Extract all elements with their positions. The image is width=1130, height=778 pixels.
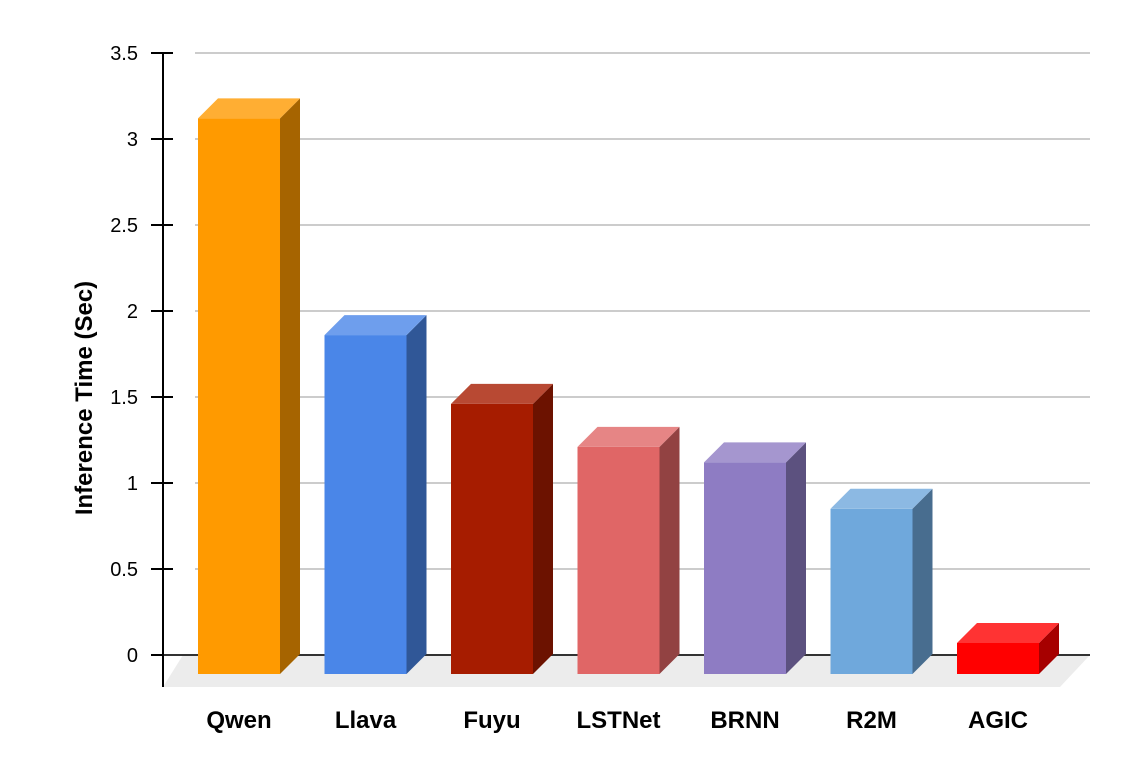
y-tick-label: 2.5 — [110, 215, 138, 237]
y-tick-label: 1.5 — [110, 387, 138, 409]
y-axis-label: Inference Time (Sec) — [71, 281, 98, 515]
bar-front — [830, 508, 913, 674]
y-tick-labels: 0 0.5 1 1.5 2 2.5 3 3.5 — [110, 43, 138, 667]
bar-top — [451, 383, 553, 404]
bar-side — [406, 315, 427, 674]
bar-side — [533, 383, 553, 674]
y-tick-label: 0.5 — [110, 559, 138, 581]
x-tick-label: BRNN — [710, 707, 779, 734]
bar-side — [786, 442, 806, 674]
bar-front — [198, 118, 280, 675]
bar-front — [957, 642, 1039, 674]
bar-side — [280, 98, 300, 675]
bar-agic — [957, 622, 1059, 674]
x-tick-label: Qwen — [206, 707, 271, 734]
bar-llava — [324, 315, 427, 674]
axes — [151, 52, 1090, 687]
bar-qwen — [198, 98, 300, 675]
bar-side — [912, 488, 933, 674]
bar-front — [704, 462, 786, 674]
bar-top — [957, 622, 1059, 643]
bar-brnn — [704, 442, 806, 674]
bar-side — [659, 426, 680, 674]
bar-top — [830, 488, 933, 509]
x-tick-label: LSTNet — [577, 707, 661, 734]
x-tick-labels: Qwen Llava Fuyu LSTNet BRNN R2M AGIC — [206, 707, 1028, 734]
bar-top — [324, 315, 427, 336]
x-tick-label: R2M — [846, 707, 897, 734]
bar-top — [704, 442, 806, 463]
y-tick-label: 3 — [127, 129, 138, 151]
y-tick-label: 0 — [127, 645, 138, 667]
y-tick-label: 3.5 — [110, 43, 138, 65]
x-tick-label: Llava — [335, 707, 397, 734]
bars — [198, 98, 1059, 675]
x-tick-label: AGIC — [968, 707, 1028, 734]
x-tick-label: Fuyu — [463, 707, 520, 734]
bar-front — [451, 403, 533, 674]
bar-fuyu — [451, 383, 553, 674]
bar-top — [577, 426, 680, 447]
y-tick-label: 2 — [127, 301, 138, 323]
bar-top — [198, 98, 300, 119]
bar-r2m — [830, 488, 933, 674]
y-tick-label: 1 — [127, 473, 138, 495]
bar-lstnet — [577, 426, 680, 674]
bar-front — [577, 446, 660, 674]
bar-side — [1039, 622, 1059, 674]
bar-front — [324, 335, 407, 674]
